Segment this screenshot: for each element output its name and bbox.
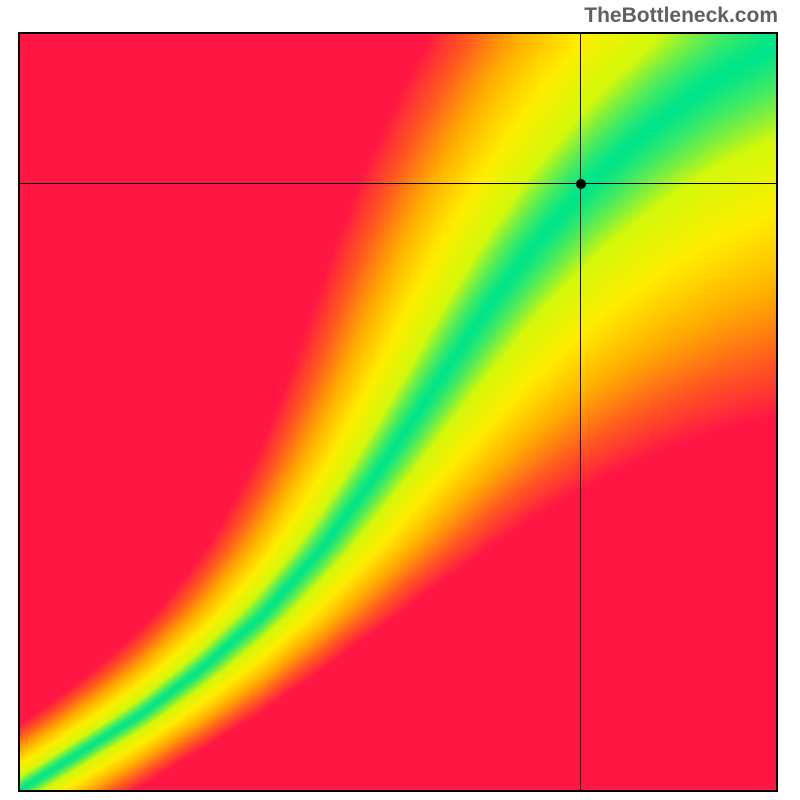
crosshair-vertical [580, 34, 581, 790]
crosshair-horizontal [20, 183, 776, 184]
watermark-text: TheBottleneck.com [584, 4, 778, 28]
intersection-marker [576, 179, 586, 189]
plot-border [18, 32, 778, 792]
chart-container: { "watermark": { "text": "TheBottleneck.… [0, 0, 800, 800]
